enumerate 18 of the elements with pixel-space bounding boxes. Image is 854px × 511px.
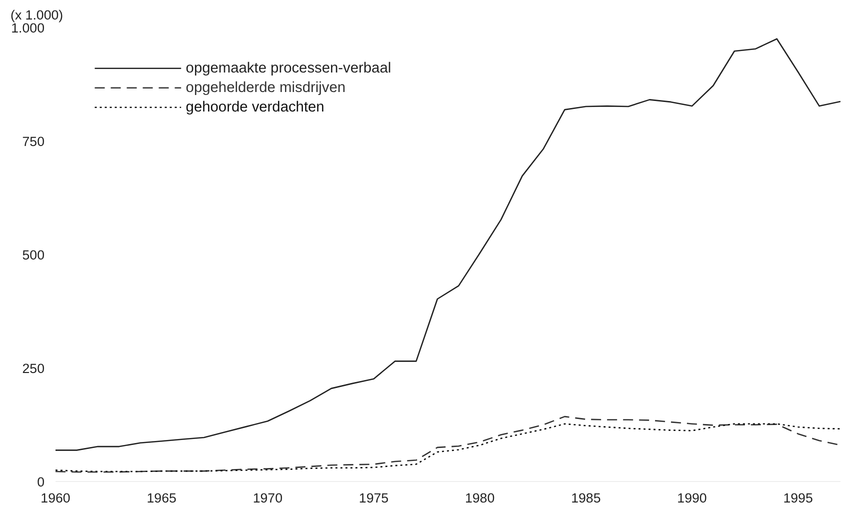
y-tick-label: 0 (37, 474, 45, 490)
text: opgehelderde misdrijven (186, 80, 346, 96)
x-tick-label: 1965 (146, 490, 176, 506)
y-axis-title: (x 1.000) (10, 8, 64, 22)
line-series (56, 38, 840, 451)
x-tick-label: 1990 (677, 490, 707, 506)
text: gehoorde verdachten (186, 99, 324, 116)
x-tick-label: 1980 (465, 490, 495, 506)
y-tick-label: 750 (22, 134, 45, 149)
text: opgemaakte processen-verbaal (186, 60, 392, 76)
x-tick-label: 1985 (571, 490, 601, 506)
x-tick-label: 1970 (252, 490, 282, 506)
x-tick-label: 1995 (783, 490, 813, 506)
y-tick-label: 1.000 (11, 20, 45, 36)
x-tick-label: 1960 (40, 490, 70, 506)
x-tick-label: 1975 (358, 490, 389, 506)
y-tick-label: 250 (22, 361, 45, 376)
y-tick-label: 500 (22, 248, 45, 262)
